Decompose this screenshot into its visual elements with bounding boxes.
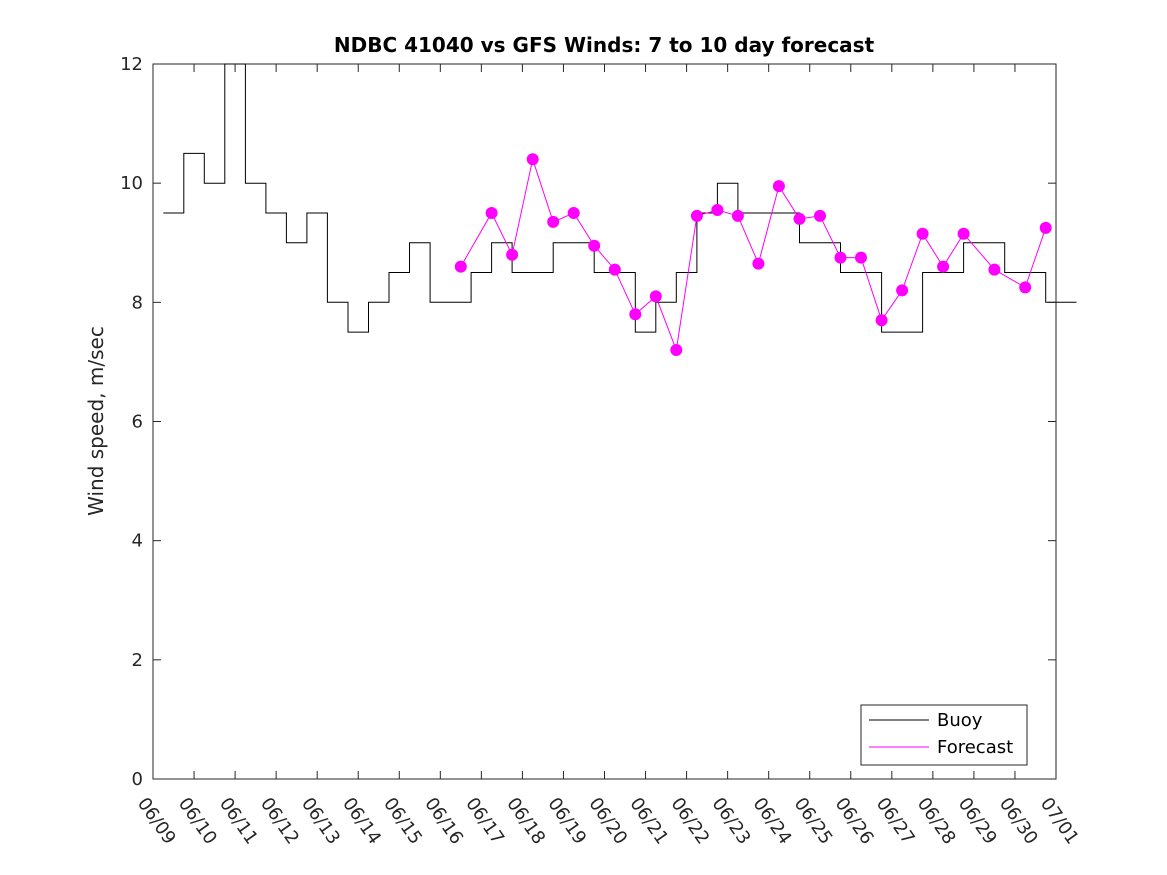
forecast-point [690,209,703,222]
forecast-point [567,207,580,219]
y-tick-label: 10 [120,173,143,194]
chart-title: NDBC 41040 vs GFS Winds: 7 to 10 day for… [334,33,875,57]
forecast-point [629,308,642,321]
forecast-point [547,215,560,228]
series-line-forecast [460,157,1047,352]
y-tick-label: 4 [132,531,143,552]
forecast-point [834,251,847,264]
forecast-point [896,284,909,297]
y-tick-label: 8 [132,292,143,313]
y-tick-label: 0 [132,769,143,790]
forecast-point [526,153,539,166]
forecast-point [937,260,950,273]
forecast-point [454,260,467,273]
forecast-point [485,207,498,219]
y-tick-label: 12 [120,54,143,75]
legend-buoy-label: Buoy [937,710,983,731]
forecast-point [649,290,662,303]
forecast-point [1019,281,1032,294]
forecast-point [670,344,683,356]
series-layer [163,63,1077,356]
forecast-point [814,209,826,222]
y-axis-label: Wind speed, m/sec [84,326,108,516]
series-line-buoy [163,63,1077,333]
forecast-point [988,263,1001,276]
y-tick-label: 2 [132,650,143,671]
legend-box [860,704,1028,766]
forecast-point [711,204,724,216]
forecast-point [752,257,765,270]
forecast-point [875,314,888,327]
forecast-point [855,251,867,264]
forecast-point [588,239,601,252]
forecast-point [506,248,519,261]
forecast-point [772,180,785,193]
forecast-point [731,209,744,222]
forecast-point [957,227,970,240]
plot-area [152,63,1057,780]
y-axis: 0 2 4 6 8 10 12 [120,54,1056,790]
forecast-point [793,212,806,225]
forecast-point [1039,221,1052,234]
forecast-point [916,227,929,240]
y-tick-label: 6 [132,412,143,433]
legend-forecast-label: Forecast [937,737,1013,758]
legend: Buoy Forecast [860,704,1028,766]
forecast-point [608,263,621,276]
